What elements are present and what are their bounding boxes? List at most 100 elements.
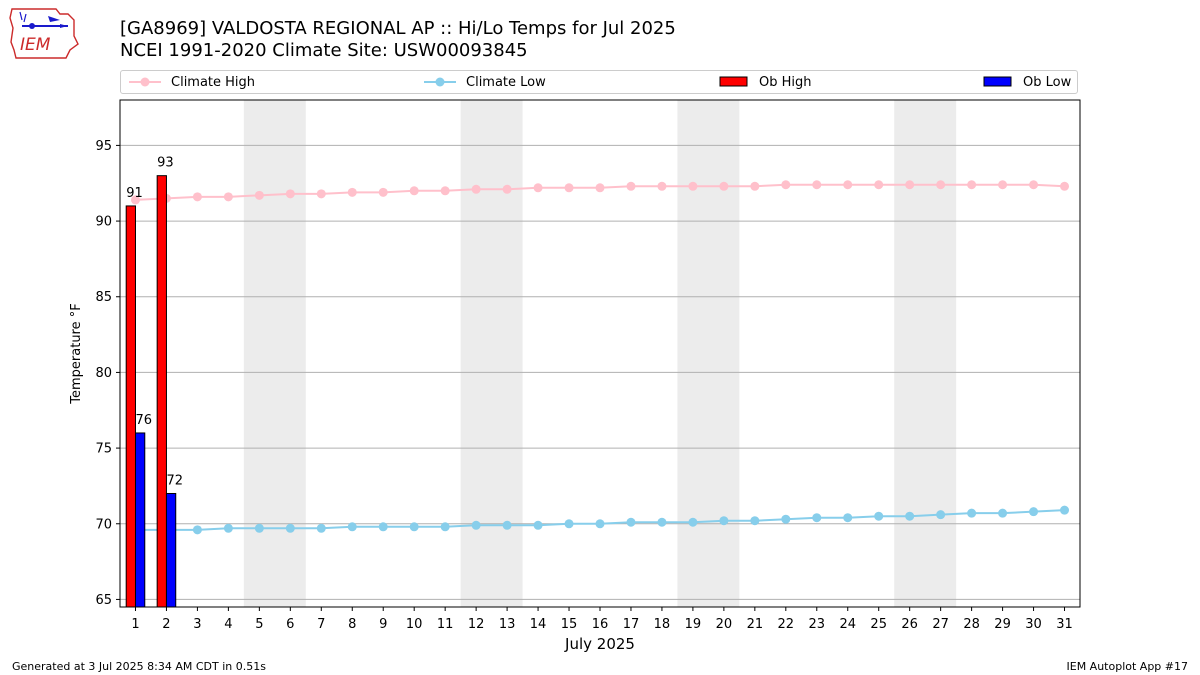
- climate-low-point: [595, 519, 605, 529]
- climate-low-point: [936, 510, 946, 520]
- climate-high-point: [595, 183, 605, 193]
- legend-item-ob-low: Ob Low: [983, 71, 1071, 93]
- climate-low-point: [502, 520, 512, 530]
- climate-low-point: [564, 519, 574, 529]
- climate-high-point: [316, 189, 326, 199]
- x-tick-label: 3: [193, 617, 201, 632]
- climate-high-point: [657, 181, 667, 191]
- ob-high-bar: [125, 205, 136, 608]
- y-tick-label: 75: [95, 442, 112, 457]
- legend-label-ob-low: Ob Low: [1023, 74, 1072, 90]
- x-tick-label: 10: [406, 617, 423, 632]
- climate-low-point: [409, 522, 419, 532]
- climate-high-point: [471, 184, 481, 194]
- y-tick-label: 65: [95, 593, 112, 608]
- x-tick-label: 18: [654, 617, 671, 632]
- climate-high-point: [130, 195, 140, 205]
- climate-low-point: [347, 522, 357, 532]
- climate-low-point: [285, 523, 295, 533]
- legend-label-climate-high: Climate High: [171, 74, 256, 90]
- y-tick-label: 70: [95, 517, 112, 532]
- climate-high-point: [502, 184, 512, 194]
- x-tick-label: 2: [162, 617, 170, 632]
- climate-low-point: [471, 520, 481, 530]
- x-tick-label: 27: [932, 617, 949, 632]
- x-tick-label: 15: [561, 617, 578, 632]
- x-tick-label: 5: [255, 617, 263, 632]
- x-tick-label: 31: [1056, 617, 1073, 632]
- x-tick-label: 19: [685, 617, 702, 632]
- climate-high-point: [409, 186, 419, 196]
- climate-low-point: [688, 517, 698, 527]
- x-tick-label: 29: [994, 617, 1011, 632]
- legend: Climate High Climate Low Ob High Ob Low: [120, 70, 1078, 94]
- x-tick-label: 16: [592, 617, 609, 632]
- x-tick-label: 17: [623, 617, 640, 632]
- app-credit: IEM Autoplot App #17: [1066, 660, 1189, 673]
- x-tick-label: 23: [809, 617, 826, 632]
- climate-high-point: [843, 180, 853, 190]
- climate-high-point: [998, 180, 1008, 190]
- climate-high-point: [812, 180, 822, 190]
- climate-high-point: [874, 180, 884, 190]
- climate-high-point: [626, 181, 636, 191]
- climate-high-point: [781, 180, 791, 190]
- weekend-band: [894, 100, 957, 607]
- x-tick-label: 6: [286, 617, 294, 632]
- x-tick-label: 22: [778, 617, 795, 632]
- climate-low-point: [626, 517, 636, 527]
- climate-low-point: [223, 523, 233, 533]
- legend-label-climate-low: Climate Low: [466, 74, 546, 90]
- climate-low-point: [440, 522, 450, 532]
- climate-low-point: [967, 508, 977, 518]
- climate-high-point: [378, 187, 388, 197]
- ob-low-value-label: 76: [135, 413, 152, 428]
- climate-low-point: [316, 523, 326, 533]
- climate-low-point: [750, 516, 760, 526]
- weekend-band: [460, 100, 523, 607]
- legend-item-climate-low: Climate Low: [424, 71, 546, 93]
- climate-high-point: [1060, 181, 1070, 191]
- x-tick-label: 4: [224, 617, 232, 632]
- y-tick-label: 80: [95, 366, 112, 381]
- x-tick-label: 30: [1025, 617, 1042, 632]
- weekend-band: [677, 100, 740, 607]
- legend-item-climate-high: Climate High: [129, 71, 255, 93]
- ob-low-value-label: 72: [166, 473, 183, 488]
- legend-label-ob-high: Ob High: [759, 74, 812, 90]
- x-tick-label: 8: [348, 617, 356, 632]
- climate-high-point: [967, 180, 977, 190]
- y-tick-label: 90: [95, 215, 112, 230]
- ob-low-bar: [165, 492, 177, 608]
- climate-high-point: [254, 190, 264, 200]
- x-tick-label: 25: [870, 617, 887, 632]
- x-tick-label: 1: [131, 617, 139, 632]
- climate-low-point: [781, 514, 791, 524]
- weekend-band: [243, 100, 306, 607]
- legend-item-ob-high: Ob High: [719, 71, 812, 93]
- climate-high-point: [285, 189, 295, 199]
- climate-low-point: [874, 511, 884, 521]
- x-tick-label: 14: [530, 617, 547, 632]
- x-axis-label: July 2025: [564, 635, 635, 653]
- y-tick-label: 85: [95, 290, 112, 305]
- climate-high-point: [936, 180, 946, 190]
- chart-subtitle: NCEI 1991-2020 Climate Site: USW00093845: [120, 40, 528, 61]
- logo-text: IEM: [20, 35, 51, 55]
- climate-high-point: [1029, 180, 1039, 190]
- climate-high-point: [192, 192, 202, 202]
- climate-low-point: [254, 523, 264, 533]
- x-tick-label: 24: [839, 617, 856, 632]
- observation-bars: [125, 175, 177, 608]
- ob-high-value-label: 91: [126, 186, 143, 201]
- climate-high-point: [223, 192, 233, 202]
- climate-lines: [130, 180, 1070, 535]
- climate-high-line-swatch: [129, 77, 161, 87]
- ob-high-bar: [156, 175, 167, 608]
- climate-low-point: [905, 511, 915, 521]
- climate-low-point: [657, 517, 667, 527]
- climate-high-point: [347, 187, 357, 197]
- ob-high-bar-swatch: [719, 76, 748, 87]
